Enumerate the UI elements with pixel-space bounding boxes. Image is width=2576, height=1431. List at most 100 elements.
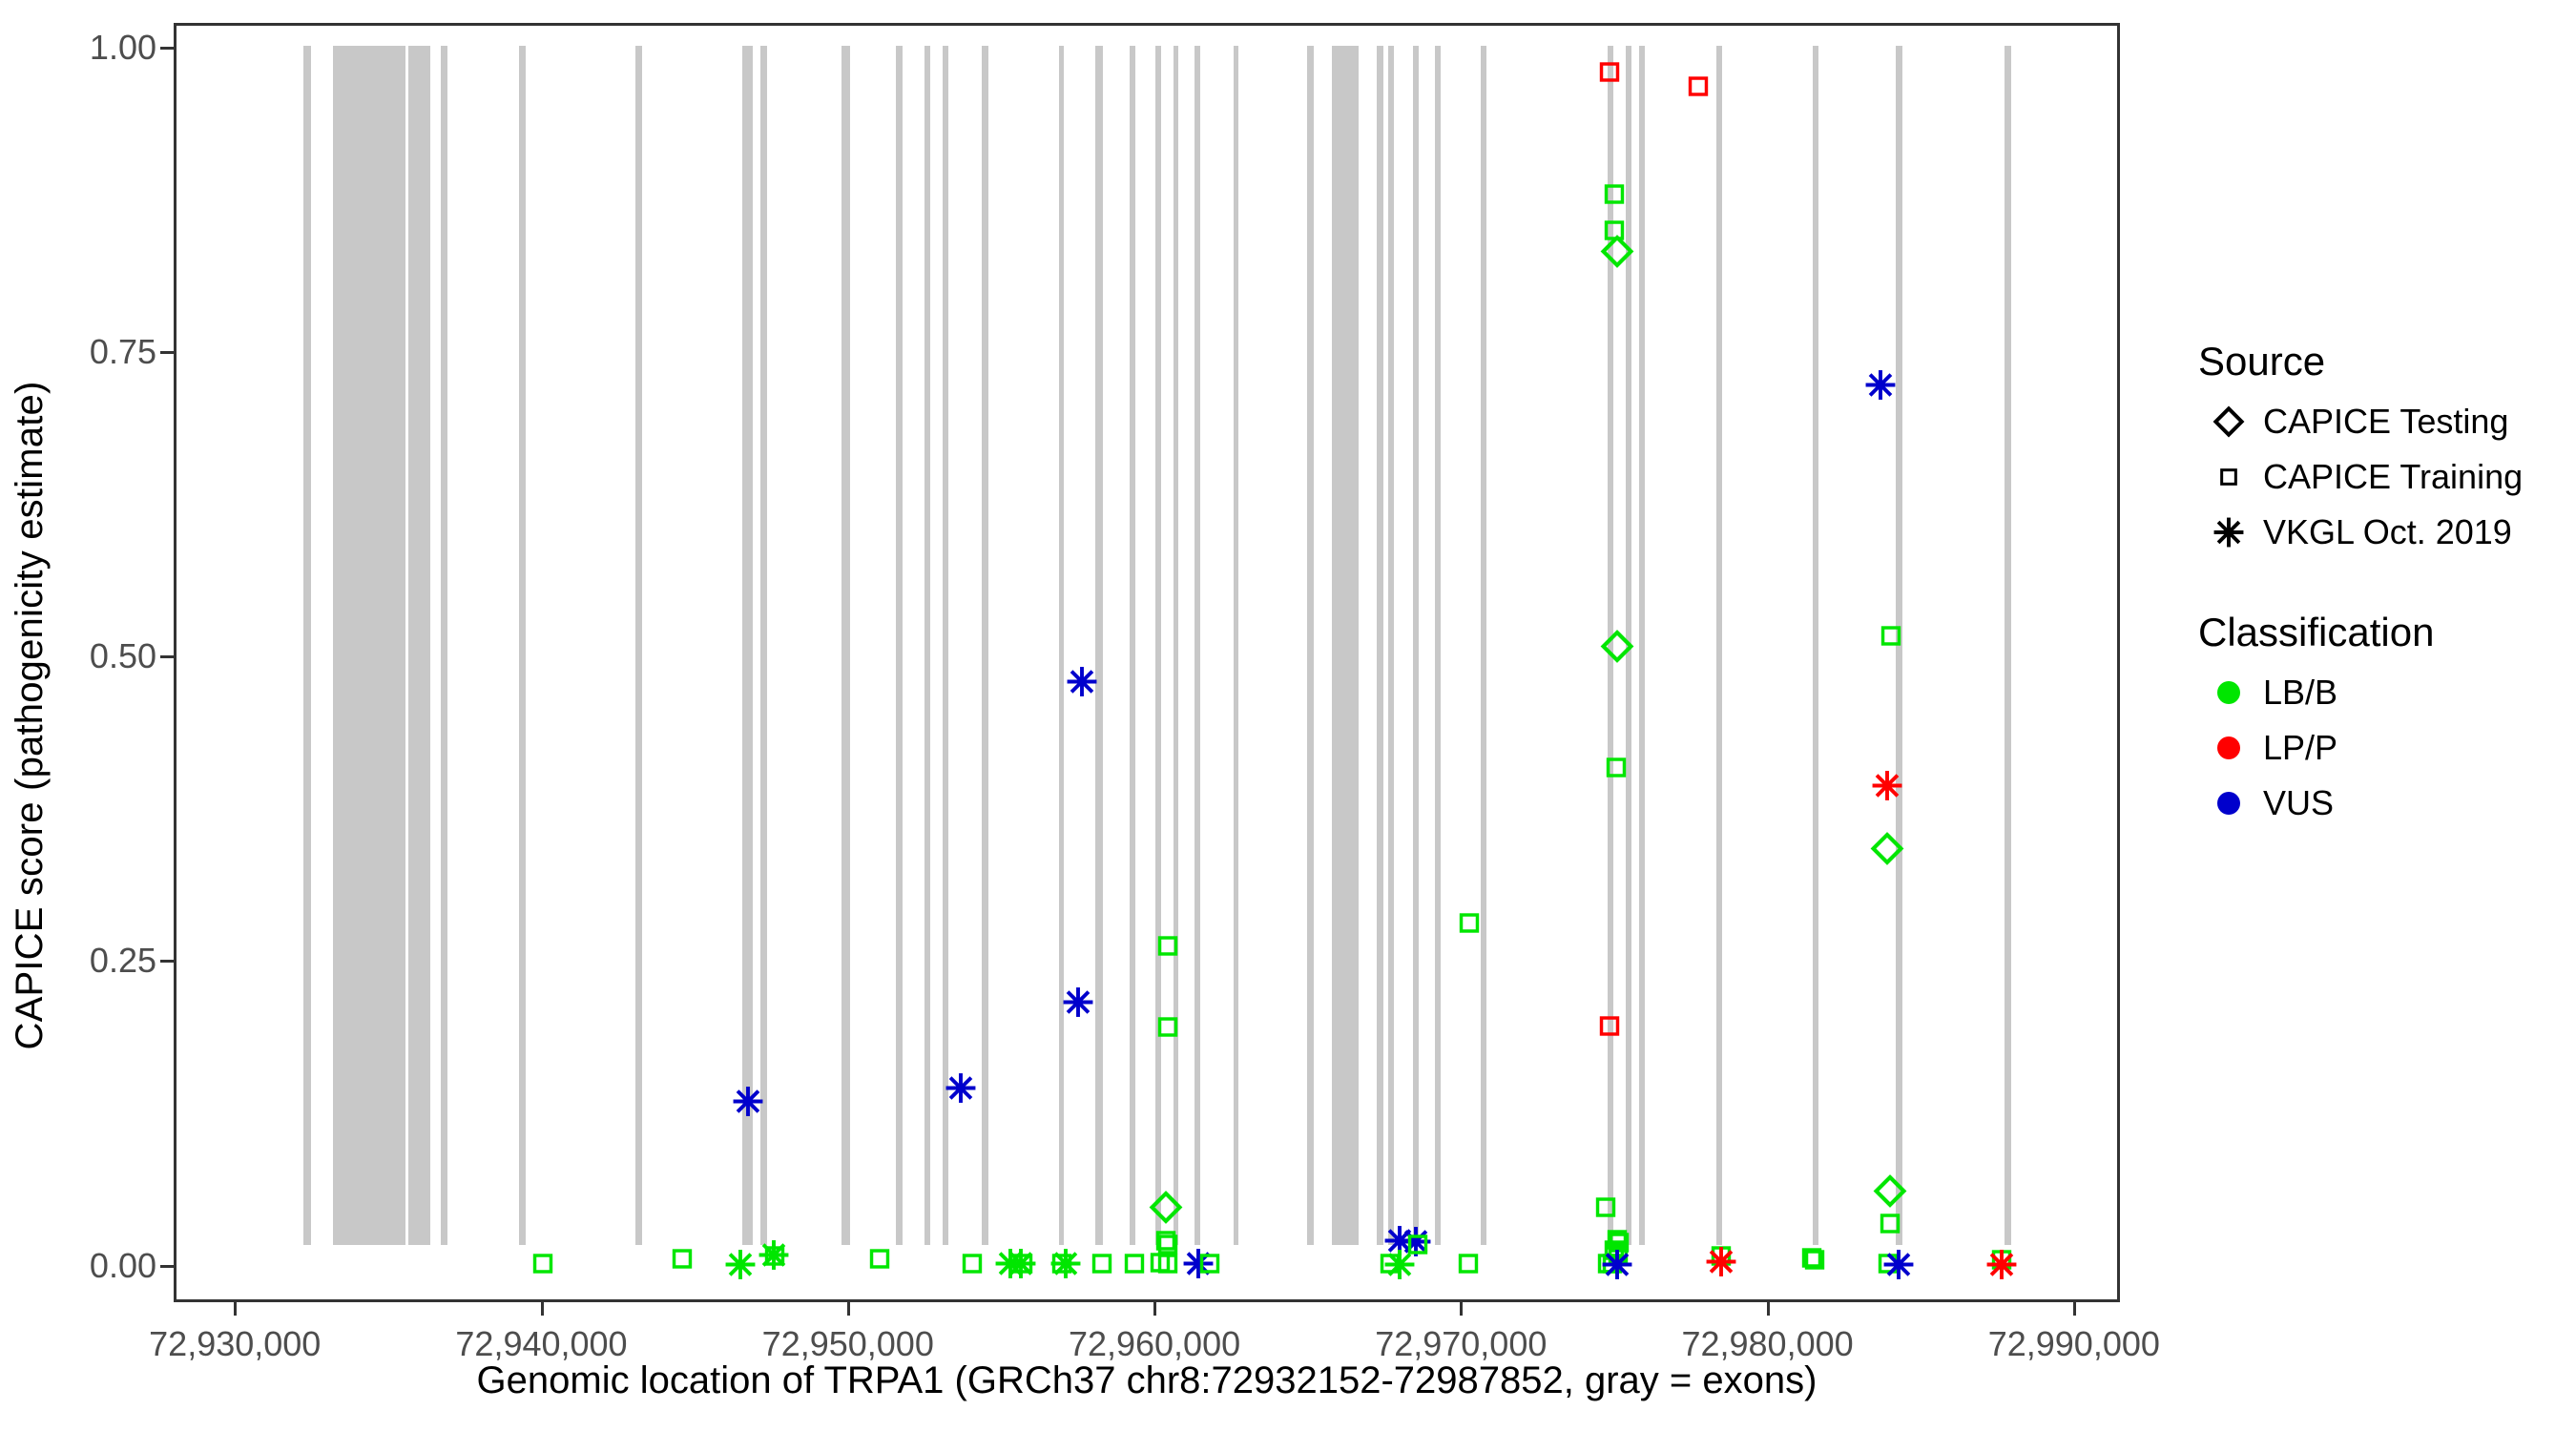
legend-item-classification[interactable]: LP/P (2194, 720, 2576, 776)
exon-band (760, 46, 768, 1245)
legend-group-source: CAPICE Testing CAPICE Training VKGL Oct. 2… (2194, 394, 2576, 560)
y-tick-mark (160, 1264, 174, 1268)
x-tick-label: 72,950,000 (761, 1324, 934, 1363)
exon-band (924, 46, 931, 1245)
data-point (1985, 1249, 2018, 1286)
data-point (529, 1250, 557, 1283)
legend-item-source[interactable]: VKGL Oct. 2019 (2194, 505, 2576, 560)
plot-area (177, 26, 2117, 1299)
y-tick-label: 0.25 (89, 941, 156, 981)
data-point (1383, 1249, 1416, 1286)
y-tick-mark (160, 46, 174, 50)
data-point (1800, 1246, 1829, 1279)
legend-item-classification[interactable]: VUS (2194, 776, 2576, 831)
x-axis-title: Genomic location of TRPA1 (GRCh37 chr8:7… (476, 1359, 1818, 1401)
x-tick-mark (2072, 1302, 2076, 1316)
x-tick-mark (540, 1302, 544, 1316)
exon-band (1813, 46, 1819, 1245)
exon-band (440, 46, 447, 1245)
data-point (1066, 665, 1098, 702)
data-point (1153, 1250, 1182, 1283)
x-tick-label: 72,980,000 (1681, 1324, 1854, 1363)
data-point (1062, 985, 1094, 1023)
data-point (945, 1072, 977, 1110)
exon-band (1434, 46, 1441, 1245)
exon-band (1377, 46, 1384, 1245)
plot-panel (174, 23, 2120, 1302)
x-tick-mark (1460, 1302, 1464, 1316)
data-point (1048, 1250, 1076, 1283)
y-tick-mark (160, 960, 174, 964)
data-point (1088, 1250, 1116, 1283)
exon-band (1639, 46, 1646, 1245)
exon-band (333, 46, 405, 1245)
legend-group-classification: LB/B LP/P VUS (2194, 665, 2576, 831)
y-tick-mark (160, 350, 174, 354)
legend-label: CAPICE Training (2263, 457, 2524, 496)
exon-band (1387, 46, 1395, 1245)
x-tick-mark (846, 1302, 850, 1316)
data-point (1987, 1246, 2016, 1279)
data-point (760, 1242, 789, 1275)
color-dot-icon (2194, 787, 2263, 819)
legend-label: LB/B (2263, 673, 2338, 712)
exon-band (896, 46, 904, 1245)
exon-band (1608, 46, 1614, 1245)
data-point (958, 1250, 987, 1283)
legend-item-source[interactable]: CAPICE Training (2194, 449, 2576, 505)
exon-band (742, 46, 753, 1245)
legend-label: LP/P (2263, 728, 2338, 767)
x-tick-mark (1766, 1302, 1770, 1316)
data-point (1593, 1250, 1622, 1283)
legend-item-source[interactable]: CAPICE Testing (2194, 394, 2576, 449)
data-point (1600, 1236, 1629, 1270)
legend-label: VKGL Oct. 2019 (2263, 512, 2512, 551)
data-point (1797, 1243, 1826, 1276)
data-point (1376, 1250, 1404, 1283)
exon-band (1716, 46, 1723, 1245)
exon-band (943, 46, 948, 1245)
exon-band (519, 46, 527, 1245)
color-dot-icon (2194, 676, 2263, 709)
data-point (1591, 1193, 1620, 1227)
exon-band (1306, 46, 1315, 1245)
exon-band (1095, 46, 1104, 1245)
data-point (1705, 1245, 1737, 1282)
exon-band (1173, 46, 1179, 1245)
data-point (1049, 1248, 1082, 1285)
x-tick-mark (234, 1302, 238, 1316)
data-point (1146, 1248, 1174, 1281)
exon-band (635, 46, 642, 1245)
exon-band (303, 46, 312, 1245)
y-tick-label: 0.00 (89, 1245, 156, 1285)
exon-band (1194, 46, 1200, 1245)
data-point (1864, 369, 1897, 406)
legend-item-classification[interactable]: LB/B (2194, 665, 2576, 720)
legend-label: CAPICE Testing (2263, 402, 2509, 441)
data-point (1008, 1250, 1037, 1283)
data-point (668, 1245, 696, 1278)
asterisk-icon (2194, 516, 2263, 549)
data-point (1600, 217, 1629, 250)
exon-band (841, 46, 851, 1245)
data-point (1195, 1250, 1224, 1283)
y-tick-label: 0.75 (89, 331, 156, 371)
data-point (1598, 1250, 1627, 1283)
exon-band (982, 46, 988, 1245)
exon-band (1413, 46, 1419, 1245)
data-point (1684, 73, 1713, 106)
data-point (1874, 1250, 1902, 1283)
x-tick-label: 72,930,000 (149, 1324, 322, 1363)
exon-band (1130, 46, 1136, 1245)
exon-band (1154, 46, 1161, 1245)
data-point (1601, 1249, 1633, 1286)
data-point (1182, 1248, 1215, 1285)
data-point (1882, 1249, 1915, 1286)
data-point (724, 1249, 757, 1286)
exon-band (1480, 46, 1486, 1245)
y-tick-label: 0.50 (89, 636, 156, 676)
x-tick-label: 72,970,000 (1375, 1324, 1548, 1363)
diamond-icon (2194, 405, 2263, 438)
exon-band (1625, 46, 1632, 1245)
